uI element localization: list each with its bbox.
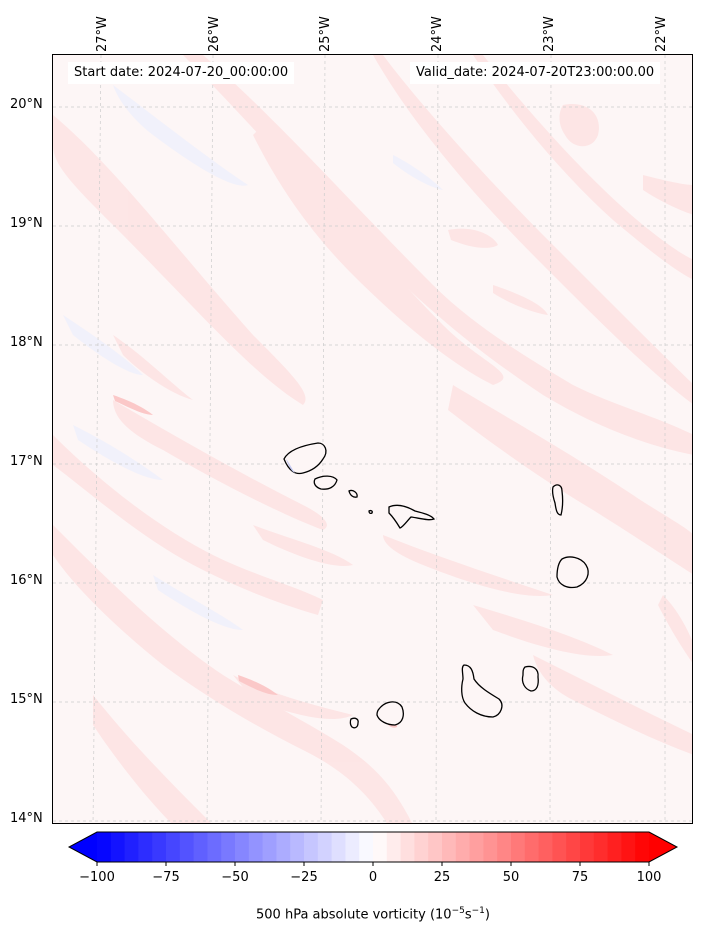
valid-date-label: Valid_date: 2024-07-20T23:00:00.00 xyxy=(410,62,661,84)
colorbar-extend-min xyxy=(69,832,97,862)
colorbar-segment xyxy=(580,832,595,862)
colorbar-segment xyxy=(566,832,581,862)
colorbar-segment xyxy=(414,832,429,862)
colorbar-label-exp: −1 xyxy=(471,906,485,916)
colorbar-segment xyxy=(497,832,512,862)
island-ilheu xyxy=(368,509,373,515)
colorbar-segment xyxy=(248,832,264,862)
island-sao-vicente xyxy=(313,475,338,490)
colorbar-segment xyxy=(110,832,126,862)
colorbar-segment xyxy=(469,832,484,862)
island-fogo xyxy=(376,701,404,726)
colorbar-label: 500 hPa absolute vorticity (10−5s−1) xyxy=(256,906,490,922)
colorbar-segment xyxy=(552,832,567,862)
lat-label: 18°N xyxy=(10,335,43,350)
vorticity-field xyxy=(53,55,692,823)
lat-label: 14°N xyxy=(10,811,43,826)
coastlines xyxy=(283,442,589,729)
colorbar-segment xyxy=(304,832,319,862)
gridlines xyxy=(53,55,692,823)
colorbar-label-end: ) xyxy=(484,907,490,923)
colorbar-segment xyxy=(166,832,181,862)
colorbar-segment xyxy=(97,832,112,862)
island-santiago xyxy=(461,664,503,718)
vorticity-streaks xyxy=(53,55,692,823)
colorbar-tick-label: −50 xyxy=(221,870,249,885)
colorbar-segment xyxy=(359,832,374,862)
colorbar-segment xyxy=(455,832,471,862)
colorbar-segment xyxy=(193,832,208,862)
colorbar-segment xyxy=(317,832,333,862)
colorbar-tick-label: 75 xyxy=(571,870,589,885)
colorbar-segment xyxy=(524,832,540,862)
colorbar-segment xyxy=(124,832,139,862)
colorbar-segment xyxy=(235,832,250,862)
colorbar-tick-marks xyxy=(96,862,650,866)
colorbar-segment xyxy=(621,832,636,862)
island-boa-vista xyxy=(556,556,589,589)
island-santo-antao xyxy=(283,442,327,475)
colorbar-tick-label: 50 xyxy=(502,870,520,885)
lat-label: 15°N xyxy=(10,692,43,707)
colorbar-segment xyxy=(593,832,609,862)
colorbar-tick-label: 0 xyxy=(368,870,378,885)
colorbar-tick-label: 100 xyxy=(636,870,662,885)
colorbar-segment xyxy=(428,832,443,862)
colorbar-segment xyxy=(221,832,236,862)
colorbar-tick-label: −100 xyxy=(79,870,115,885)
island-sao-nicolau xyxy=(388,504,436,529)
island-brava xyxy=(349,717,359,729)
colorbar-segment xyxy=(538,832,553,862)
colorbar-tick-label: −25 xyxy=(290,870,318,885)
island-maio xyxy=(521,665,539,692)
colorbar-segment xyxy=(607,832,622,862)
colorbar-segment xyxy=(400,832,415,862)
colorbar-segment xyxy=(442,832,457,862)
colorbar-segment xyxy=(179,832,195,862)
colorbar-segment xyxy=(345,832,360,862)
colorbar-tick-label: −75 xyxy=(152,870,180,885)
colorbar-segment xyxy=(373,832,388,862)
colorbar-segment xyxy=(207,832,222,862)
colorbar-extend-max xyxy=(649,832,677,862)
colorbar-segment xyxy=(262,832,277,862)
colorbar-segment xyxy=(290,832,305,862)
start-date-label: Start date: 2024-07-20_00:00:00 xyxy=(68,62,295,84)
colorbar-tick-label: 25 xyxy=(433,870,451,885)
map-panel xyxy=(52,54,693,824)
lat-label: 17°N xyxy=(10,454,43,469)
colorbar-segment xyxy=(483,832,498,862)
lat-label: 19°N xyxy=(10,216,43,231)
lat-label: 20°N xyxy=(10,97,43,112)
island-santa-luzia xyxy=(348,489,358,498)
colorbar-segments xyxy=(69,832,677,862)
colorbar-segment xyxy=(635,832,650,862)
island-sal xyxy=(551,484,564,516)
colorbar-label-exp: −5 xyxy=(451,906,465,916)
colorbar-segment xyxy=(511,832,526,862)
colorbar-segment xyxy=(138,832,153,862)
negative-vorticity-streaks xyxy=(63,85,443,630)
colorbar-segment xyxy=(276,832,291,862)
colorbar-segment xyxy=(386,832,402,862)
colorbar-segment xyxy=(331,832,346,862)
colorbar-label-main: 500 hPa absolute vorticity (10 xyxy=(256,907,452,923)
colorbar-label-unit: s xyxy=(464,907,472,923)
lat-label: 16°N xyxy=(10,573,43,588)
colorbar-segment xyxy=(152,832,167,862)
